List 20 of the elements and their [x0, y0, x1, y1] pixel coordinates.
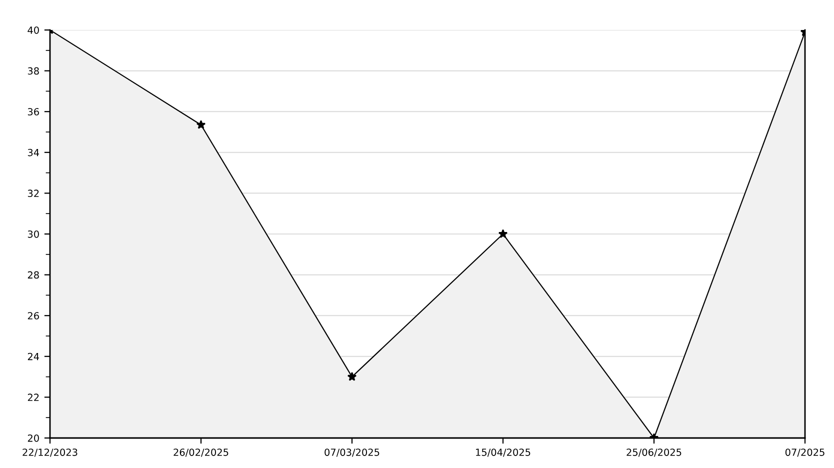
y-tick-label: 40: [28, 26, 39, 34]
x-tick-label: 07/2025: [785, 448, 824, 457]
y-tick-label: 22: [28, 394, 39, 401]
y-tick-label: 30: [28, 230, 39, 238]
y-tick-label: 20: [28, 434, 39, 442]
y-tick-label: 34: [28, 148, 40, 156]
y-tick-label: 32: [28, 190, 39, 198]
x-tick-label: 15/04/2025: [476, 448, 530, 457]
x-tick-label: 25/06/2025: [626, 448, 682, 457]
y-tick-label: 26: [28, 312, 39, 320]
point: [498, 229, 508, 238]
x-tick-label: 26/02/2025: [174, 448, 228, 457]
y-tick-label: 24: [28, 352, 40, 360]
point: [347, 372, 357, 381]
y-tick-label: 28: [28, 271, 39, 279]
y-tick-label: 38: [28, 67, 39, 75]
x-tick-label: 22/12/2023: [22, 448, 78, 457]
y-tick-label: 36: [28, 108, 39, 116]
x-tick-label: 07/03/2025: [324, 448, 380, 457]
point: [196, 120, 206, 129]
